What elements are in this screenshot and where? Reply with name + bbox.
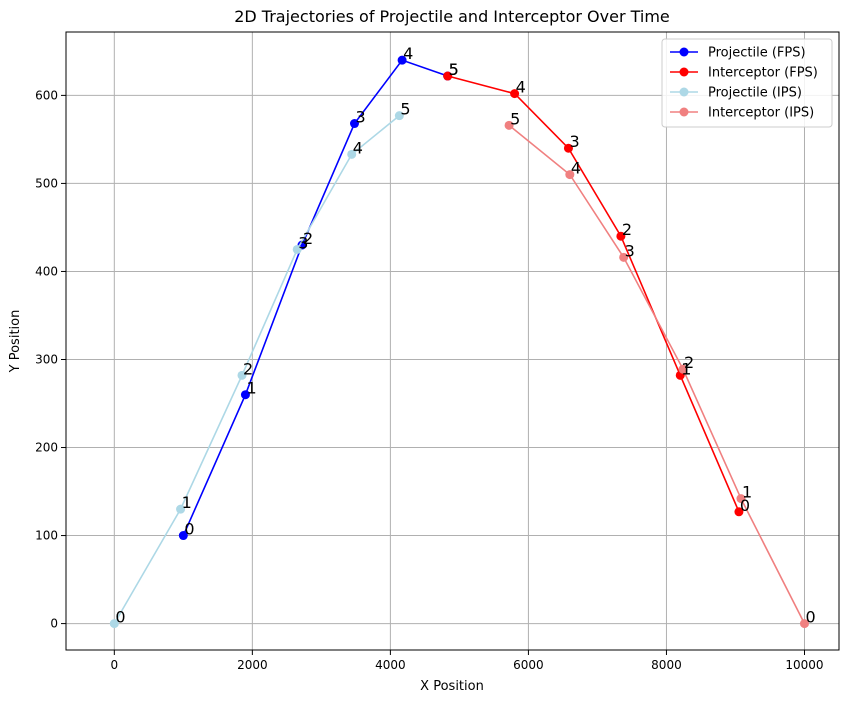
legend-marker: [679, 47, 689, 57]
point-label: 3: [355, 108, 365, 127]
x-tick-label: 4000: [375, 658, 406, 672]
point-label: 3: [569, 132, 579, 151]
legend-entry: Interceptor (FPS): [670, 66, 818, 81]
axes: 0 2000 4000 6000 8000 10000010020030040050060…: [35, 88, 823, 672]
series-lines: [109, 55, 809, 629]
series-3: [504, 120, 809, 629]
point-label: 0: [740, 496, 750, 515]
point-label: 0: [184, 520, 194, 539]
y-tick-label: 300: [35, 352, 58, 366]
point-label: 4: [403, 44, 413, 63]
x-tick-label: 8000: [651, 658, 682, 672]
data-point: [799, 619, 809, 629]
y-tick-label: 600: [35, 88, 58, 102]
y-tick-label: 100: [35, 529, 58, 543]
data-point: [510, 89, 520, 99]
data-point: [109, 619, 119, 629]
chart-title: 2D Trajectories of Projectile and Interc…: [234, 7, 670, 26]
data-point: [563, 143, 573, 153]
series-line: [113, 115, 400, 624]
data-point: [347, 149, 357, 159]
data-point: [178, 531, 188, 541]
point-label: 5: [449, 60, 459, 79]
point-label: 0: [805, 608, 815, 627]
series-1: [443, 71, 744, 517]
series-line: [508, 124, 806, 624]
point-label: 3: [298, 233, 308, 252]
data-point: [176, 504, 186, 514]
legend-label: Interceptor (FPS): [708, 66, 818, 81]
point-label: 4: [516, 78, 526, 97]
data-point: [240, 390, 250, 400]
data-point: [734, 507, 744, 517]
data-point: [397, 55, 407, 65]
x-tick-label: 0: [110, 658, 118, 672]
point-label: 3: [625, 241, 635, 260]
data-point: [619, 252, 629, 262]
data-point: [736, 494, 746, 504]
point-label: 1: [742, 483, 752, 502]
point-label: 4: [353, 138, 363, 157]
point-label: 5: [400, 100, 410, 119]
series-line: [447, 75, 740, 513]
point-label: 2: [622, 220, 632, 239]
data-point: [565, 170, 575, 180]
point-label: 4: [571, 159, 581, 178]
x-tick-label: 2000: [237, 658, 268, 672]
data-point: [394, 111, 404, 121]
series-2: [109, 111, 404, 629]
point-label: 2: [684, 353, 694, 372]
y-tick-label: 500: [35, 176, 58, 190]
point-label: 2: [243, 359, 253, 378]
point-label: 5: [510, 109, 520, 128]
x-tick-label: 6000: [513, 658, 544, 672]
point-label: 5: [449, 60, 459, 79]
point-label: 1: [681, 359, 691, 378]
legend-entry: Interceptor (IPS): [670, 106, 814, 121]
y-tick-label: 0: [50, 617, 58, 631]
point-label: 1: [182, 493, 192, 512]
x-tick-label: 10000: [785, 658, 823, 672]
legend-marker: [679, 107, 689, 117]
data-point: [292, 244, 302, 254]
legend-marker: [679, 67, 689, 77]
data-point: [504, 120, 514, 130]
point-label: 1: [246, 379, 256, 398]
point-label: 0: [115, 608, 125, 627]
series-0: [178, 55, 453, 541]
data-point: [349, 119, 359, 129]
legend-box: [661, 38, 833, 128]
legend-entry: Projectile (IPS): [670, 86, 802, 101]
data-point: [237, 370, 247, 380]
legend-entry: Projectile (FPS): [670, 46, 806, 61]
data-point: [678, 364, 688, 374]
y-axis-label: Y Position: [8, 310, 23, 374]
y-tick-label: 200: [35, 441, 58, 455]
y-tick-label: 400: [35, 264, 58, 278]
legend-label: Interceptor (IPS): [708, 106, 814, 121]
data-point: [616, 231, 626, 241]
series-line: [182, 59, 448, 536]
plot-frame: [65, 31, 840, 651]
legend: Projectile (FPS) Interceptor (FPS) Project…: [661, 38, 833, 128]
legend-label: Projectile (FPS): [708, 46, 806, 61]
legend-marker: [679, 87, 689, 97]
legend-label: Projectile (IPS): [708, 86, 802, 101]
point-label: 2: [303, 229, 313, 248]
x-axis-label: X Position: [420, 679, 484, 694]
data-point: [443, 71, 453, 81]
